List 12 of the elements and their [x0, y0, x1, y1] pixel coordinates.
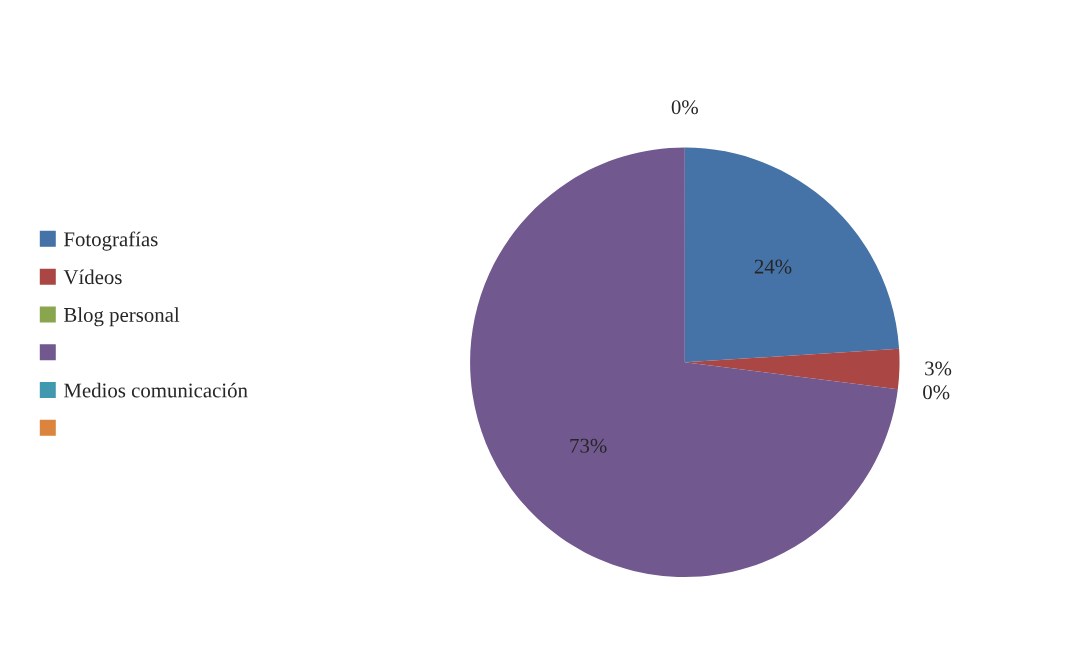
legend-label: Fotografías — [64, 231, 158, 251]
legend-label: Medios comunicación — [64, 382, 248, 398]
legend-label: Vídeos — [63, 269, 122, 285]
pie-slice — [684, 348, 900, 390]
text: 0% — [671, 100, 698, 115]
text: 0% — [923, 385, 950, 400]
data-label: 24% — [754, 259, 792, 274]
pie-slice — [684, 147, 900, 363]
data-label: 73% — [570, 438, 607, 453]
data-label: 3% — [925, 361, 952, 376]
legend-label: Blog personal — [64, 307, 180, 327]
pie-slice — [470, 147, 898, 578]
